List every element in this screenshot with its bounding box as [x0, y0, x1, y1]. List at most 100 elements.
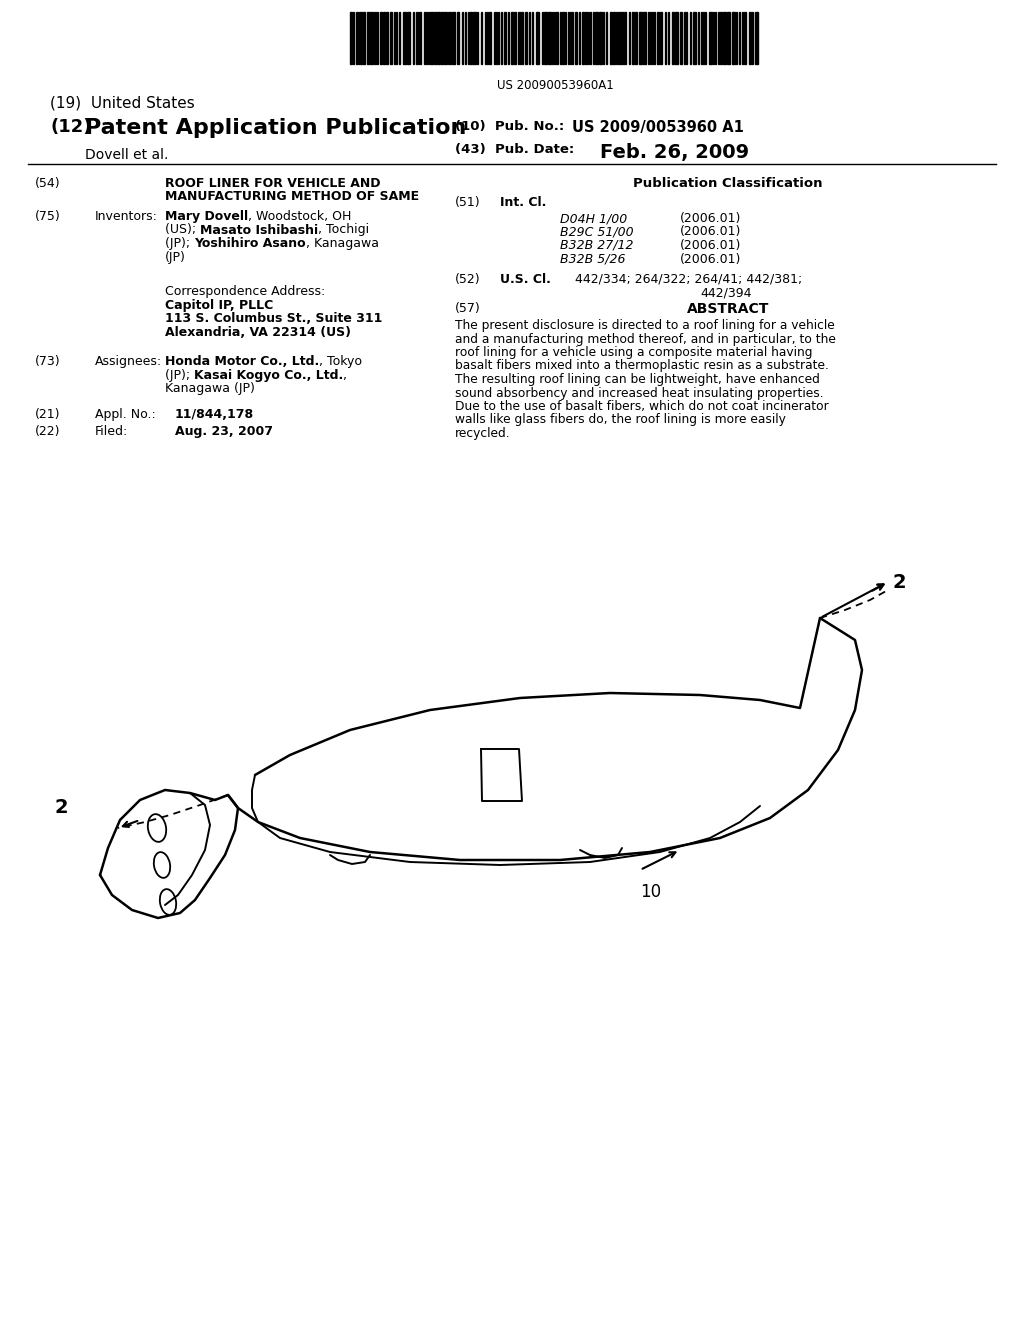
Bar	[489, 12, 490, 63]
Bar	[380, 12, 382, 63]
Text: Due to the use of basalt fibers, which do not coat incinerator: Due to the use of basalt fibers, which d…	[455, 400, 828, 413]
Bar	[621, 12, 623, 63]
Text: Masato Ishibashi: Masato Ishibashi	[200, 223, 318, 236]
Bar	[599, 12, 602, 63]
Bar	[525, 12, 527, 63]
Text: U.S. Cl.: U.S. Cl.	[500, 273, 551, 286]
Text: (22): (22)	[35, 425, 60, 438]
Text: , Tochigi: , Tochigi	[318, 223, 370, 236]
Text: , Woodstock, OH: , Woodstock, OH	[248, 210, 351, 223]
Text: Mary Dovell: Mary Dovell	[165, 210, 248, 223]
Bar	[452, 12, 455, 63]
Bar	[430, 12, 433, 63]
Text: (21): (21)	[35, 408, 60, 421]
Bar	[511, 12, 513, 63]
Bar	[632, 12, 634, 63]
Text: (2006.01): (2006.01)	[680, 226, 741, 239]
Text: The resulting roof lining can be lightweight, have enhanced: The resulting roof lining can be lightwe…	[455, 374, 820, 385]
Text: 10: 10	[640, 883, 662, 902]
Bar	[618, 12, 620, 63]
Bar	[680, 12, 682, 63]
Bar	[672, 12, 674, 63]
Text: Yoshihiro Asano: Yoshihiro Asano	[195, 238, 306, 249]
Bar	[514, 12, 516, 63]
Bar	[709, 12, 712, 63]
Text: , Kanagawa: , Kanagawa	[306, 238, 379, 249]
Bar	[470, 12, 472, 63]
Text: US 2009/0053960 A1: US 2009/0053960 A1	[572, 120, 743, 135]
Text: Feb. 26, 2009: Feb. 26, 2009	[600, 143, 750, 162]
Text: and a manufacturing method thereof, and in particular, to the: and a manufacturing method thereof, and …	[455, 333, 836, 346]
Bar	[755, 12, 758, 63]
Bar	[582, 12, 584, 63]
Text: Dovell et al.: Dovell et al.	[85, 148, 168, 162]
Text: basalt fibers mixed into a thermoplastic resin as a substrate.: basalt fibers mixed into a thermoplastic…	[455, 359, 828, 372]
Text: Filed:: Filed:	[95, 425, 128, 438]
Text: 113 S. Columbus St., Suite 311: 113 S. Columbus St., Suite 311	[165, 312, 382, 325]
Text: Kasai Kogyo Co., Ltd.: Kasai Kogyo Co., Ltd.	[195, 368, 343, 381]
Text: (JP);: (JP);	[165, 238, 195, 249]
Text: D04H 1/00: D04H 1/00	[560, 213, 628, 224]
Bar	[444, 12, 446, 63]
Text: Inventors:: Inventors:	[95, 210, 158, 223]
Bar	[548, 12, 551, 63]
Bar	[536, 12, 539, 63]
Bar	[367, 12, 369, 63]
Bar	[403, 12, 406, 63]
Bar	[437, 12, 440, 63]
Bar	[457, 12, 459, 63]
Text: walls like glass fibers do, the roof lining is more easily: walls like glass fibers do, the roof lin…	[455, 413, 785, 426]
Text: B32B 27/12: B32B 27/12	[560, 239, 634, 252]
Bar	[362, 12, 365, 63]
Bar	[675, 12, 678, 63]
Bar	[575, 12, 577, 63]
Text: 442/334; 264/322; 264/41; 442/381;: 442/334; 264/322; 264/41; 442/381;	[575, 273, 802, 286]
Bar	[434, 12, 436, 63]
Bar	[744, 12, 746, 63]
Bar	[657, 12, 659, 63]
Bar	[720, 12, 722, 63]
Bar	[585, 12, 587, 63]
Text: ROOF LINER FOR VEHICLE AND: ROOF LINER FOR VEHICLE AND	[165, 177, 381, 190]
Bar	[624, 12, 626, 63]
Text: Aug. 23, 2007: Aug. 23, 2007	[175, 425, 273, 438]
Text: The present disclosure is directed to a roof lining for a vehicle: The present disclosure is directed to a …	[455, 319, 835, 333]
Text: B32B 5/26: B32B 5/26	[560, 252, 626, 265]
Text: (10)  Pub. No.:: (10) Pub. No.:	[455, 120, 564, 133]
Text: (54): (54)	[35, 177, 60, 190]
Text: (75): (75)	[35, 210, 60, 223]
Bar	[562, 12, 564, 63]
Bar	[749, 12, 751, 63]
Text: (2006.01): (2006.01)	[680, 239, 741, 252]
Text: (52): (52)	[455, 273, 480, 286]
Text: ABSTRACT: ABSTRACT	[687, 302, 769, 315]
Bar	[556, 12, 558, 63]
Text: 2: 2	[55, 799, 69, 817]
Bar	[660, 12, 662, 63]
Bar	[635, 12, 637, 63]
Text: 2: 2	[892, 573, 905, 591]
Text: 11/844,178: 11/844,178	[175, 408, 254, 421]
Bar	[732, 12, 735, 63]
Text: (2006.01): (2006.01)	[680, 252, 741, 265]
Text: (19)  United States: (19) United States	[50, 95, 195, 110]
Text: (12): (12)	[50, 117, 91, 136]
Text: Correspondence Address:: Correspondence Address:	[165, 285, 326, 298]
Bar	[370, 12, 372, 63]
Text: (51): (51)	[455, 195, 480, 209]
Text: Alexandria, VA 22314 (US): Alexandria, VA 22314 (US)	[165, 326, 351, 338]
Bar	[360, 12, 362, 63]
Text: US 20090053960A1: US 20090053960A1	[497, 79, 613, 92]
Bar	[727, 12, 730, 63]
Bar	[610, 12, 612, 63]
Text: (JP): (JP)	[165, 251, 186, 264]
Text: (US);: (US);	[165, 223, 200, 236]
Text: Honda Motor Co., Ltd.: Honda Motor Co., Ltd.	[165, 355, 319, 368]
Text: Appl. No.:: Appl. No.:	[95, 408, 156, 421]
Text: Assignees:: Assignees:	[95, 355, 162, 368]
Text: B29C 51/00: B29C 51/00	[560, 226, 634, 239]
Text: , Tokyo: , Tokyo	[319, 355, 362, 368]
Bar	[643, 12, 646, 63]
Bar	[544, 12, 547, 63]
Text: Capitol IP, PLLC: Capitol IP, PLLC	[165, 298, 273, 312]
